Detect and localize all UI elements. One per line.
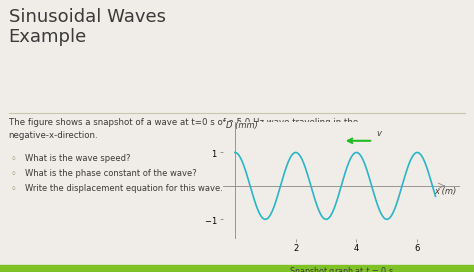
Text: x (m): x (m) [435,187,457,196]
Text: Sinusoidal Waves
Example: Sinusoidal Waves Example [9,8,165,46]
Text: v: v [377,129,382,138]
Text: ◦: ◦ [10,154,16,164]
Text: Write the displacement equation for this wave.  (i.e. what is the equation for t: Write the displacement equation for this… [25,184,398,193]
Text: ◦: ◦ [10,169,16,179]
Text: D (mm): D (mm) [226,121,258,130]
Text: What is the phase constant of the wave?: What is the phase constant of the wave? [25,169,196,178]
Text: Snapshot graph at $t$ = 0 s: Snapshot graph at $t$ = 0 s [289,265,394,272]
Text: What is the wave speed?: What is the wave speed? [25,154,130,163]
Bar [0,265,474,272]
Text: The figure shows a snapshot of a wave at t=0 s of a 5.0 Hz wave traveling in the: The figure shows a snapshot of a wave at… [9,118,358,140]
Text: ◦: ◦ [10,184,16,194]
